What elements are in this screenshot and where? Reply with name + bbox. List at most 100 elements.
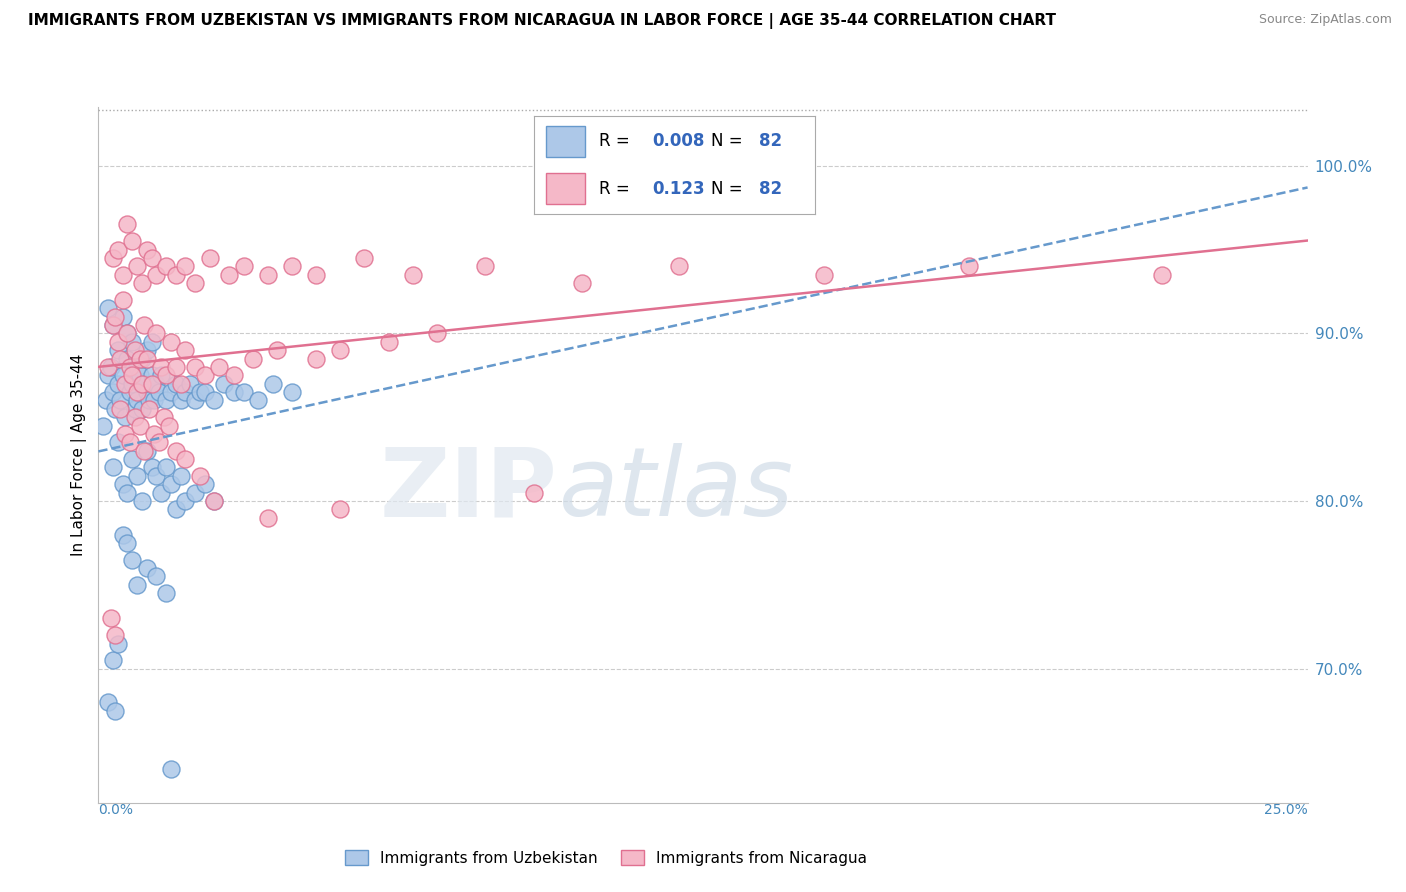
Point bbox=[150, 368, 173, 383]
Point bbox=[305, 351, 328, 366]
Point bbox=[114, 427, 136, 442]
Point bbox=[107, 636, 129, 650]
Point bbox=[124, 401, 146, 416]
Point bbox=[174, 452, 197, 467]
Point bbox=[128, 368, 150, 383]
Point bbox=[127, 468, 149, 483]
Point bbox=[174, 260, 197, 274]
Point bbox=[101, 385, 124, 400]
Point bbox=[155, 368, 177, 383]
Text: R =: R = bbox=[599, 133, 636, 151]
Point bbox=[127, 393, 149, 408]
Point bbox=[353, 251, 375, 265]
Point bbox=[124, 410, 146, 425]
Point bbox=[118, 385, 141, 400]
Text: N =: N = bbox=[711, 133, 748, 151]
Text: ZIP: ZIP bbox=[380, 443, 558, 536]
Point bbox=[152, 410, 174, 425]
Point bbox=[188, 385, 211, 400]
Point bbox=[91, 418, 114, 433]
Point bbox=[266, 343, 288, 358]
Point bbox=[148, 385, 170, 400]
Point bbox=[262, 376, 284, 391]
Point bbox=[101, 318, 124, 332]
Point bbox=[111, 293, 134, 307]
Point bbox=[128, 418, 150, 433]
Point bbox=[668, 260, 690, 274]
Point bbox=[160, 477, 183, 491]
Point bbox=[131, 494, 153, 508]
Bar bbox=[546, 173, 585, 204]
Point bbox=[111, 368, 134, 383]
Point bbox=[124, 343, 146, 358]
Point bbox=[160, 762, 183, 776]
Text: 0.008: 0.008 bbox=[652, 133, 704, 151]
Point bbox=[145, 326, 167, 341]
Point bbox=[145, 268, 167, 282]
Point bbox=[108, 351, 131, 366]
Point bbox=[204, 494, 226, 508]
Point bbox=[127, 359, 149, 374]
Point bbox=[107, 343, 129, 358]
Point bbox=[957, 260, 980, 274]
Point bbox=[281, 260, 304, 274]
Point bbox=[100, 611, 122, 625]
Point bbox=[111, 310, 134, 324]
Text: N =: N = bbox=[711, 179, 748, 197]
Point bbox=[155, 393, 177, 408]
Point bbox=[121, 234, 143, 248]
Point bbox=[131, 376, 153, 391]
Point bbox=[232, 260, 254, 274]
Text: IMMIGRANTS FROM UZBEKISTAN VS IMMIGRANTS FROM NICARAGUA IN LABOR FORCE | AGE 35-: IMMIGRANTS FROM UZBEKISTAN VS IMMIGRANTS… bbox=[28, 13, 1056, 29]
Point bbox=[198, 251, 221, 265]
Point bbox=[1152, 268, 1174, 282]
Text: 0.0%: 0.0% bbox=[98, 803, 134, 817]
Point bbox=[131, 351, 153, 366]
Point bbox=[141, 334, 163, 349]
Point bbox=[107, 243, 129, 257]
Point bbox=[114, 376, 136, 391]
Point bbox=[101, 318, 124, 332]
Point bbox=[118, 435, 141, 450]
Point bbox=[121, 376, 143, 391]
Point bbox=[148, 435, 170, 450]
Point bbox=[165, 268, 187, 282]
Point bbox=[141, 376, 163, 391]
Point bbox=[134, 376, 156, 391]
Text: 82: 82 bbox=[759, 179, 782, 197]
Point bbox=[101, 251, 124, 265]
Point bbox=[329, 502, 352, 516]
Point bbox=[114, 410, 136, 425]
Point bbox=[247, 393, 270, 408]
Point bbox=[402, 268, 425, 282]
Point bbox=[131, 401, 153, 416]
Point bbox=[135, 243, 157, 257]
Point bbox=[104, 628, 127, 642]
Point bbox=[121, 452, 143, 467]
Point bbox=[111, 268, 134, 282]
Point bbox=[222, 385, 245, 400]
Point bbox=[155, 460, 177, 475]
Point bbox=[135, 385, 157, 400]
Point bbox=[143, 427, 166, 442]
Point bbox=[127, 260, 149, 274]
Point bbox=[174, 385, 197, 400]
Point bbox=[104, 310, 127, 324]
Point bbox=[194, 477, 217, 491]
Point bbox=[222, 368, 245, 383]
Point bbox=[104, 704, 127, 718]
Point bbox=[188, 468, 211, 483]
Point bbox=[97, 695, 120, 709]
Point bbox=[150, 485, 173, 500]
Point bbox=[212, 376, 235, 391]
Point bbox=[107, 376, 129, 391]
Point bbox=[174, 494, 197, 508]
Point bbox=[242, 351, 264, 366]
Point bbox=[165, 359, 187, 374]
Point bbox=[111, 527, 134, 541]
Point bbox=[138, 401, 160, 416]
Point bbox=[184, 393, 207, 408]
Point bbox=[131, 276, 153, 290]
Text: 0.123: 0.123 bbox=[652, 179, 704, 197]
Point bbox=[157, 418, 180, 433]
